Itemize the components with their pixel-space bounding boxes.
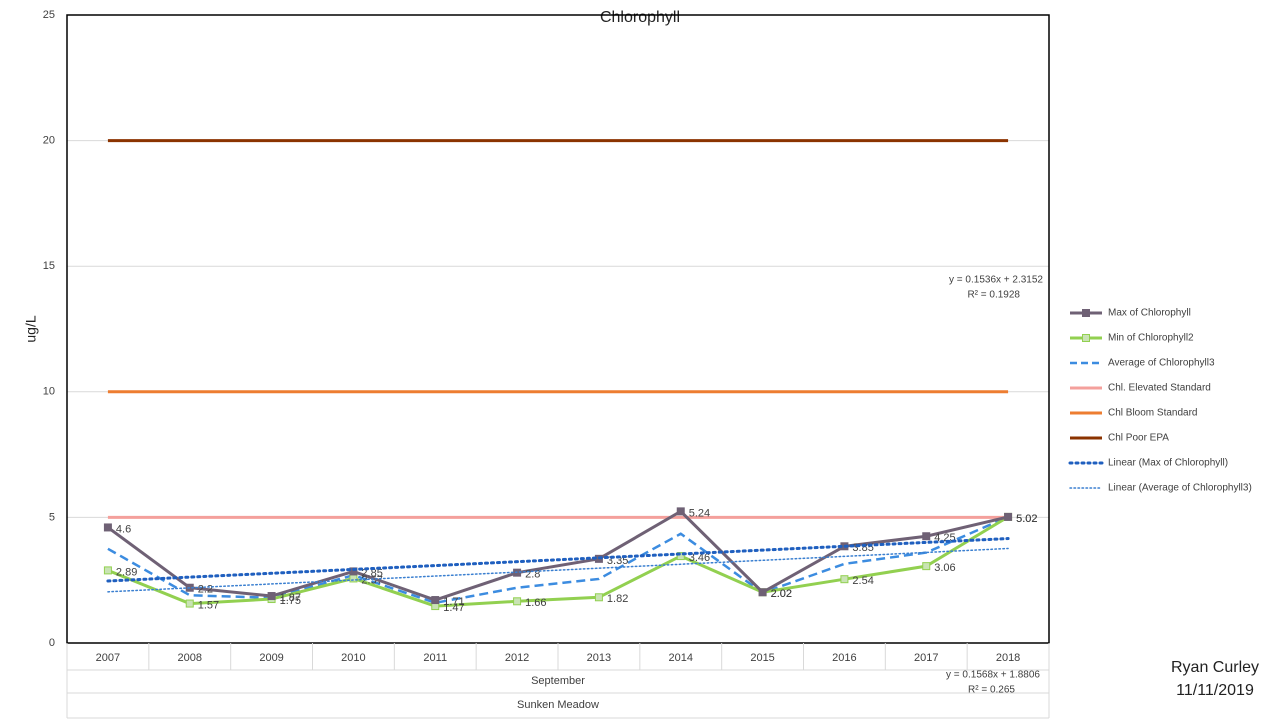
data-label: 5.02 <box>1016 513 1037 525</box>
y-tick-label: 5 <box>49 511 55 523</box>
data-point <box>431 596 440 605</box>
data-point <box>840 575 849 584</box>
data-label: 3.46 <box>689 552 710 564</box>
data-point <box>267 592 276 601</box>
y-tick-label: 0 <box>49 637 55 649</box>
x-tick-label: 2011 <box>423 652 447 664</box>
x-tick-label: 2015 <box>750 652 774 664</box>
data-label: 2.02 <box>771 588 792 600</box>
data-label: 1.47 <box>443 602 464 614</box>
x-tick-label: 2018 <box>996 652 1020 664</box>
series-line <box>107 515 1009 608</box>
data-label: 2.02 <box>771 588 792 600</box>
data-label: 1.75 <box>280 595 301 607</box>
y-tick-label: 15 <box>43 260 55 272</box>
legend-label: Max of Chlorophyll <box>1108 308 1191 319</box>
series-line <box>107 515 1009 605</box>
x-tick-label: 2008 <box>178 652 202 664</box>
data-label: 1.57 <box>198 599 219 611</box>
date: 11/11/2019 <box>1176 682 1254 699</box>
chart-title: Chlorophyll <box>600 9 680 26</box>
data-label: 3.06 <box>934 562 955 574</box>
legend-marker <box>1082 334 1090 342</box>
trend-r2: R² = 0.265 <box>968 685 1015 696</box>
category-group-label: Sunken Meadow <box>517 699 599 711</box>
category-group-label: September <box>531 675 585 687</box>
x-tick-label: 2007 <box>96 652 120 664</box>
legend-marker <box>1082 309 1090 317</box>
trend-r2: R² = 0.1928 <box>967 290 1020 301</box>
legend-label: Chl Poor EPA <box>1108 433 1169 444</box>
x-tick-label: 2012 <box>505 652 529 664</box>
legend-label: Chl. Elevated Standard <box>1108 383 1211 394</box>
legend-label: Average of Chlorophyll3 <box>1108 358 1215 369</box>
legend-label: Min of Chlorophyll2 <box>1108 333 1194 344</box>
data-label: 1.87 <box>280 592 301 604</box>
data-label: 1.66 <box>525 597 546 609</box>
data-label: 2.2 <box>198 584 213 596</box>
y-tick-label: 10 <box>43 386 55 398</box>
data-label: 2.85 <box>361 567 382 579</box>
data-label: 5.02 <box>1016 513 1037 525</box>
legend-label: Chl Bloom Standard <box>1108 408 1198 419</box>
data-point <box>676 507 685 516</box>
x-tick-label: 2016 <box>832 652 856 664</box>
data-point <box>513 597 522 606</box>
trendline <box>107 547 1009 593</box>
data-label: 1.82 <box>607 593 628 605</box>
data-point <box>1004 512 1013 521</box>
data-point <box>349 574 358 583</box>
x-tick-label: 2017 <box>914 652 938 664</box>
data-point <box>349 567 358 576</box>
data-point <box>676 552 685 561</box>
data-label: 5.24 <box>689 507 710 519</box>
data-point <box>922 532 931 541</box>
data-point <box>922 562 931 571</box>
x-tick-label: 2009 <box>259 652 283 664</box>
y-tick-label: 20 <box>43 135 55 147</box>
data-label: 4.6 <box>116 523 131 535</box>
x-tick-label: 2013 <box>587 652 611 664</box>
trendline <box>106 537 1010 583</box>
data-point <box>103 523 112 532</box>
data-label: 1.71 <box>443 596 464 608</box>
y-tick-label: 25 <box>43 9 55 21</box>
data-label: 2.54 <box>852 575 873 587</box>
legend-label: Linear (Average of Chlorophyll3) <box>1108 483 1252 494</box>
data-point <box>758 588 767 597</box>
author: Ryan Curley <box>1171 659 1259 676</box>
y-axis-title: ug/L <box>23 315 39 342</box>
data-label: 2.89 <box>116 566 137 578</box>
x-tick-label: 2014 <box>669 652 693 664</box>
trend-equation: y = 0.1536x + 2.3152 <box>949 275 1043 286</box>
x-tick-label: 2010 <box>341 652 365 664</box>
data-point <box>594 593 603 602</box>
data-point <box>103 566 112 575</box>
data-label: 2.8 <box>525 569 540 581</box>
data-point <box>185 599 194 608</box>
trend-equation: y = 0.1568x + 1.8806 <box>946 670 1040 681</box>
legend-label: Linear (Max of Chlorophyll) <box>1108 458 1228 469</box>
